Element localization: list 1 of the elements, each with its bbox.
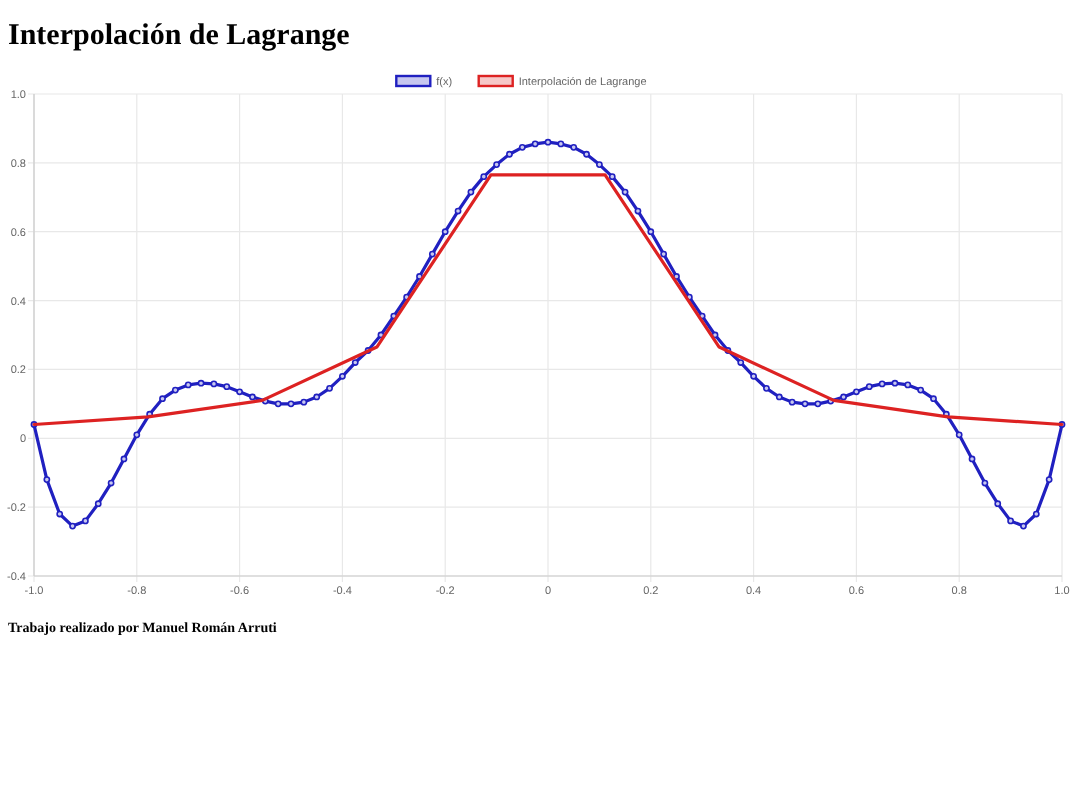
chart-title: Interpolación de Lagrange xyxy=(8,20,351,52)
